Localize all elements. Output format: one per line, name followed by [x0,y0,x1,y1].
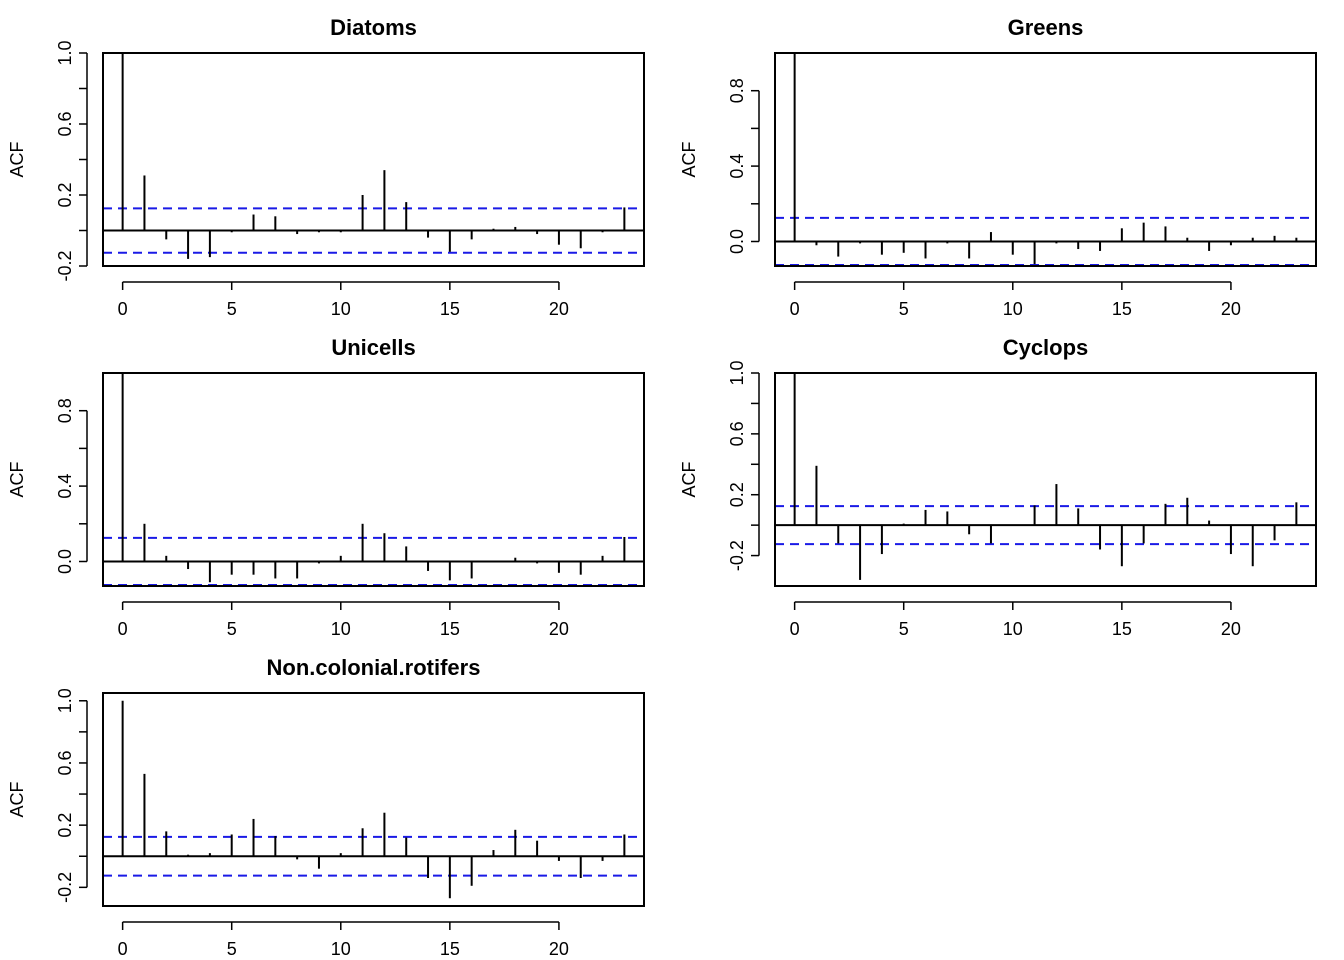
plot-frame [774,372,1317,587]
x-tick-label: 0 [118,939,128,959]
panel-title: Cyclops [1003,335,1089,360]
y-tick-label: 0.0 [55,549,75,574]
x-tick-label: 5 [227,299,237,319]
y-tick-label: 0.4 [55,474,75,499]
plot-frame [102,692,645,907]
x-tick-label: 15 [1112,619,1132,639]
y-tick-label: 1.0 [55,40,75,65]
x-tick-label: 0 [118,619,128,639]
y-tick-label: -0.2 [55,872,75,903]
x-tick-label: 15 [440,619,460,639]
x-tick-label: 5 [899,299,909,319]
y-tick-label: -0.2 [727,540,747,571]
acf-panel-4: Non.colonial.rotifers ACF 0 5 10 15 20 -0.2 0.2 0… [7,655,645,959]
y-tick-label: 0.0 [727,229,747,254]
x-tick-label: 20 [549,619,569,639]
acf-panel-3: Cyclops ACF 0 5 10 15 20 -0.2 0.2 0.6 1.0 [679,335,1317,639]
x-tick-label: 10 [331,299,351,319]
y-tick-label: 1.0 [55,688,75,713]
x-tick-label: 15 [440,299,460,319]
panel-title: Unicells [331,335,415,360]
y-tick-label: 0.2 [55,813,75,838]
x-tick-label: 20 [549,939,569,959]
y-tick-label: 0.6 [727,421,747,446]
x-tick-label: 15 [440,939,460,959]
x-tick-label: 20 [1221,619,1241,639]
x-tick-label: 20 [1221,299,1241,319]
x-tick-label: 20 [549,299,569,319]
panel-title: Diatoms [330,15,417,40]
x-tick-label: 5 [227,619,237,639]
y-tick-label: 0.2 [727,482,747,507]
y-tick-label: 0.4 [727,154,747,179]
plot-frame [774,52,1317,267]
acf-panel-2: Unicells ACF 0 5 10 15 20 0.0 0.4 0.8 [7,335,645,639]
y-tick-label: 0.2 [55,182,75,207]
x-tick-label: 10 [1003,299,1023,319]
acf-panel-1: Greens ACF 0 5 10 15 20 0.0 0.4 0.8 [679,15,1317,319]
x-tick-label: 5 [899,619,909,639]
x-tick-label: 0 [790,619,800,639]
x-tick-label: 0 [790,299,800,319]
y-tick-label: 0.8 [55,398,75,423]
y-axis-label: ACF [7,141,27,177]
panel-title: Greens [1008,15,1084,40]
x-tick-label: 10 [1003,619,1023,639]
y-tick-label: -0.2 [55,250,75,281]
y-axis-label: ACF [7,781,27,817]
x-tick-label: 5 [227,939,237,959]
y-axis-label: ACF [7,461,27,497]
y-axis-label: ACF [679,141,699,177]
y-tick-label: 0.6 [55,111,75,136]
y-tick-label: 1.0 [727,360,747,385]
x-tick-label: 15 [1112,299,1132,319]
plot-frame [102,52,645,267]
x-tick-label: 0 [118,299,128,319]
x-tick-label: 10 [331,619,351,639]
plot-frame [102,372,645,587]
panel-title: Non.colonial.rotifers [267,655,481,680]
acf-panel-0: Diatoms ACF 0 5 10 15 20 -0.2 0.2 0.6 1.0 [7,15,645,319]
y-tick-label: 0.8 [727,78,747,103]
y-axis-label: ACF [679,461,699,497]
x-tick-label: 10 [331,939,351,959]
y-tick-label: 0.6 [55,750,75,775]
